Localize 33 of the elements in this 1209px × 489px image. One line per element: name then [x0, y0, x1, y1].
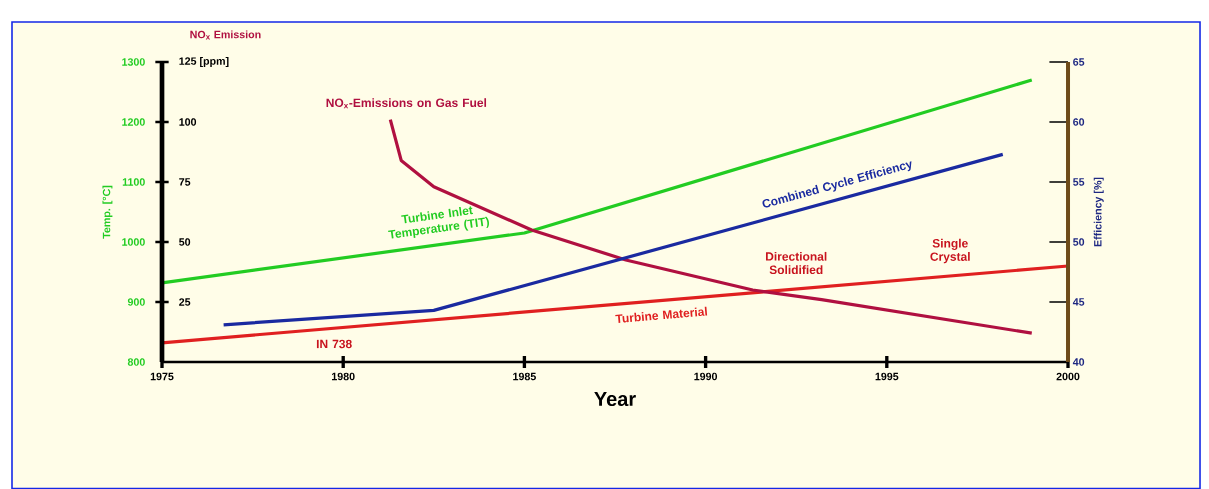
- series-label: NO$_{x}$-Emissions on Gas Fuel: [326, 97, 487, 108]
- x-tick-label: 1975: [150, 372, 174, 381]
- y-tick-label: 900: [127, 297, 145, 306]
- y3-tick-label: 100: [179, 117, 197, 126]
- y3-tick-label: 25: [179, 297, 191, 306]
- y2-tick-label: 50: [1073, 237, 1085, 246]
- text: Turbine Inlet Temperature (TIT): [388, 206, 489, 239]
- y2-tick-label: 45: [1072, 298, 1085, 306]
- y-axis-title: Temp. [°C]: [102, 185, 113, 239]
- x-tick-label: 1980: [332, 372, 355, 381]
- y2-tick-label: 40: [1072, 357, 1085, 366]
- annotation: Single Crystal: [930, 238, 970, 264]
- y-tick-label: 800: [127, 357, 145, 366]
- x-tick-label: 1995: [875, 372, 899, 381]
- y2-tick-label: 55: [1073, 178, 1085, 186]
- annotation: Directional Solidified: [765, 251, 827, 274]
- x-tick-label: 2000: [1056, 372, 1080, 381]
- y-tick-label: 1000: [122, 237, 145, 246]
- y3-tick-label: 75: [179, 178, 191, 186]
- annotation: IN 738: [316, 339, 352, 349]
- y3-axis-title: NO$_{x}$ Emission: [190, 30, 261, 40]
- y-tick-label: 1200: [122, 117, 145, 126]
- series-label: Turbine Material: [615, 306, 708, 323]
- y-tick-label: 1300: [122, 57, 145, 66]
- x-tick-label: 1985: [513, 372, 536, 381]
- y-tick-label: 1100: [122, 177, 145, 186]
- y2-tick-label: 65: [1073, 57, 1085, 66]
- x-axis-title: Year: [594, 391, 636, 406]
- y2-axis-title: Efficiency [%]: [1093, 177, 1104, 247]
- y3-tick-label: 125 [ppm]: [179, 56, 229, 67]
- y2-tick-label: 60: [1073, 117, 1085, 126]
- y3-tick-label: 50: [179, 237, 191, 246]
- x-tick-label: 1990: [694, 372, 718, 381]
